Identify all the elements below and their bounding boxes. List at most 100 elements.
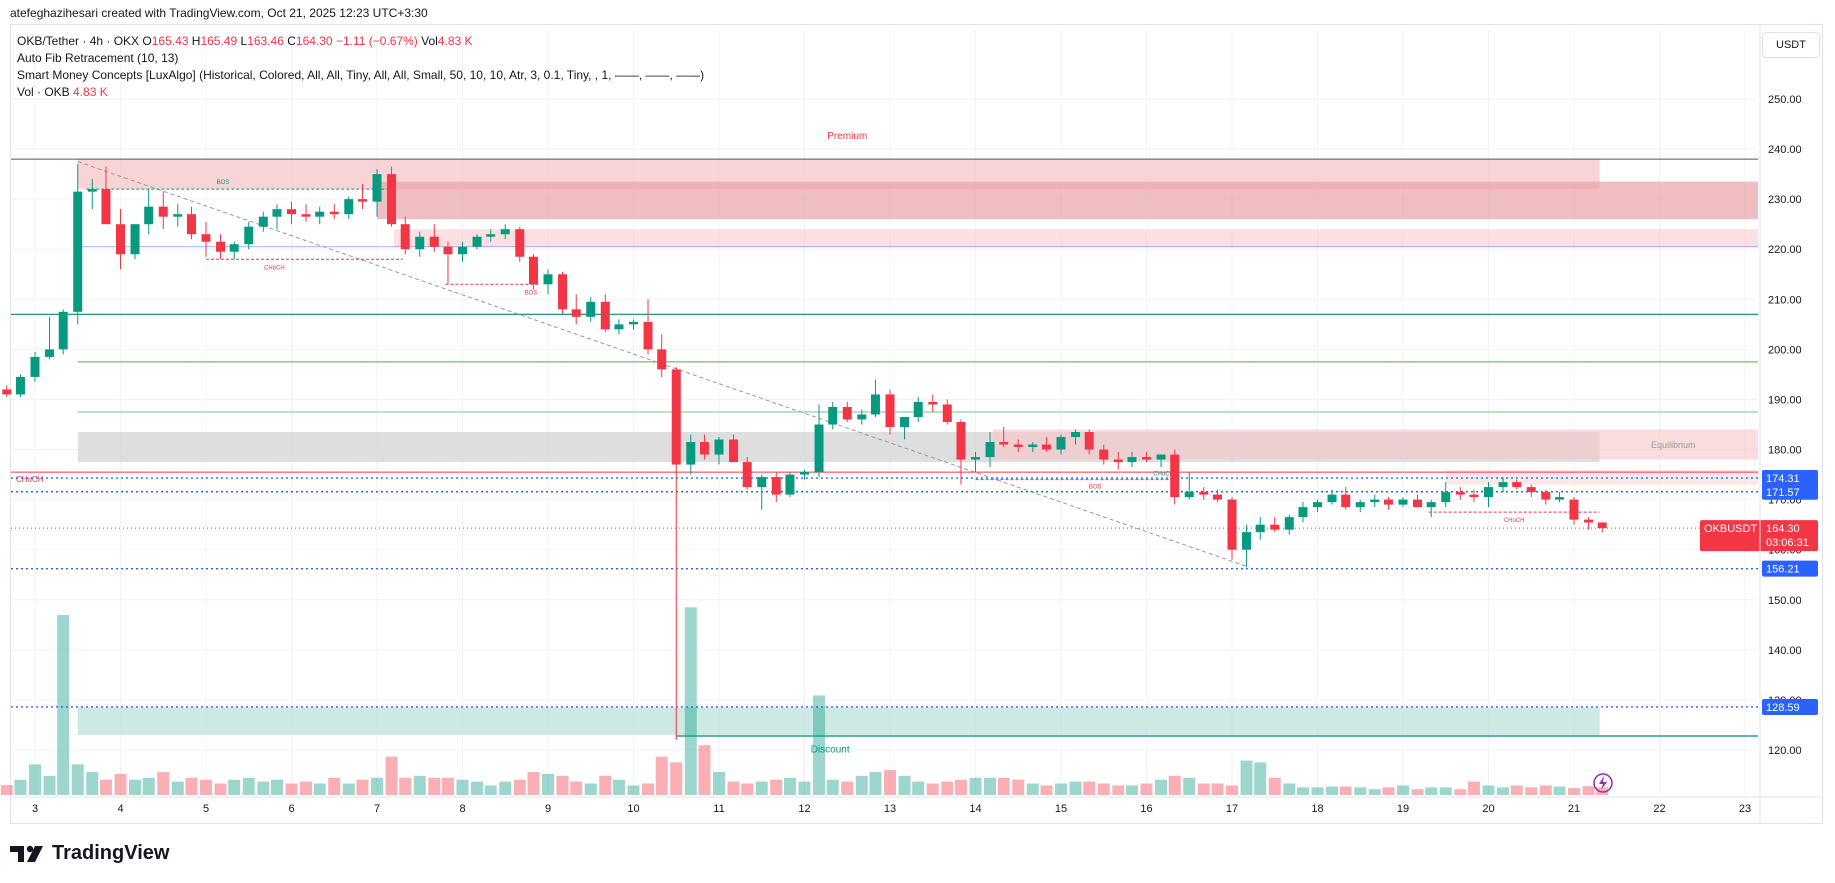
volume-bar [1211,783,1224,795]
volume-bar [655,756,668,795]
candle-body [1156,454,1166,460]
volume-bar [385,756,398,795]
volume-bar [129,779,142,795]
candle-body [1041,444,1051,450]
volume-bar [1411,789,1424,795]
volume-bar [1596,787,1609,795]
candle-body [842,406,852,420]
candle-body [1498,482,1508,488]
volume-bar [1382,787,1395,795]
volume-bar [484,785,497,795]
currency-selector[interactable]: USDT [1762,32,1820,58]
choch-label-3: CHoCH [1504,518,1525,524]
legend-indicator-volume[interactable]: Vol · OKB 4.83 K [17,85,108,99]
volume-bar [413,775,426,795]
volume-bar [1467,781,1480,795]
level-tag-0-bg [1762,470,1818,487]
volume-bar [599,775,612,795]
current-symbol-tag: OKBUSDT [1704,523,1757,535]
volume-bar [1311,787,1324,795]
candle-body [828,406,838,425]
volume-bar [1125,785,1138,795]
candle-body [686,442,696,465]
candle-body [999,442,1009,445]
volume-bar [713,772,725,795]
candle-body [15,376,25,395]
legend-change: −1.11 (−0.67%) [335,34,418,48]
volume-bar [513,779,526,795]
volume-bar [200,779,212,795]
level-tag-3-bg [1762,698,1818,715]
candle-body [1298,507,1308,518]
legend-vol: 4.83 K [437,34,473,48]
candle-body [985,442,995,458]
legend-high-label: H [191,34,201,48]
x-tick-label: 3 [32,803,38,815]
volume-bar [1525,787,1538,795]
candle-body [1013,444,1023,448]
candle-body [201,234,211,242]
candle-body [429,236,439,247]
level-tag-1: 171.57 [1766,487,1800,499]
candle-body [757,477,767,488]
volume-bar [1083,781,1096,795]
y-tick-label: 230.00 [1768,194,1802,206]
y-tick-label: 190.00 [1768,394,1802,406]
candle-body [1242,532,1252,550]
volume-bar [29,764,41,795]
legend-open-label: O [142,34,152,48]
candle-body [729,439,739,463]
volume-bar [313,783,326,795]
volume-bar [1026,783,1039,795]
legend-indicator-fib[interactable]: Auto Fib Retracement (10, 13) [17,51,179,65]
y-tick-label: 200.00 [1768,344,1802,356]
volume-bar [270,779,283,795]
x-tick-label: 16 [1140,803,1152,815]
volume-bar [99,779,112,795]
candle-body [173,214,183,217]
volume-bar [1283,783,1296,795]
volume-bar [86,772,99,795]
volume-bar [1097,783,1110,795]
volume-bar [556,775,569,795]
volume-bar [1497,787,1510,795]
legend-high: 165.49 [200,34,238,48]
volume-bar [1510,785,1523,795]
volume-bar [1197,783,1210,795]
y-tick-label: 140.00 [1768,645,1802,657]
legend-open: 165.43 [151,34,189,48]
candle-body [272,209,282,217]
legend-low: 163.46 [247,34,284,48]
volume-bar [1012,779,1025,795]
volume-bar [542,773,554,795]
x-tick-label: 13 [884,803,896,815]
candle-body [1441,492,1451,503]
legend-indicator-smc[interactable]: Smart Money Concepts [LuxAlgo] (Historic… [17,68,705,82]
discount-label: Discount [811,745,850,756]
candle-body [629,321,638,325]
volume-bar [1254,762,1267,795]
x-tick-label: 7 [374,803,380,815]
volume-bar [527,772,540,795]
volume-bar [855,775,868,795]
candle-body [1355,502,1365,508]
order-block-bear [377,181,1758,220]
volume-bar [428,777,441,795]
candle-body [1455,492,1465,495]
volume-bar [1112,785,1125,795]
volume-bar [1183,777,1196,795]
volume-bar [57,615,70,795]
equilibrium-label: Equilibrium [1651,440,1696,450]
candle-body [1227,499,1237,550]
volume-bar [755,781,768,795]
legend-volume-label: Vol · OKB [17,85,70,99]
tradingview-logo-icon [10,845,43,862]
x-tick-label: 21 [1568,803,1580,815]
candle-body [814,424,824,473]
x-tick-label: 11 [713,803,724,815]
y-tick-label: 120.00 [1768,745,1802,757]
volume-bar [954,779,967,795]
volume-bar [627,785,640,795]
candle-body [971,457,980,460]
